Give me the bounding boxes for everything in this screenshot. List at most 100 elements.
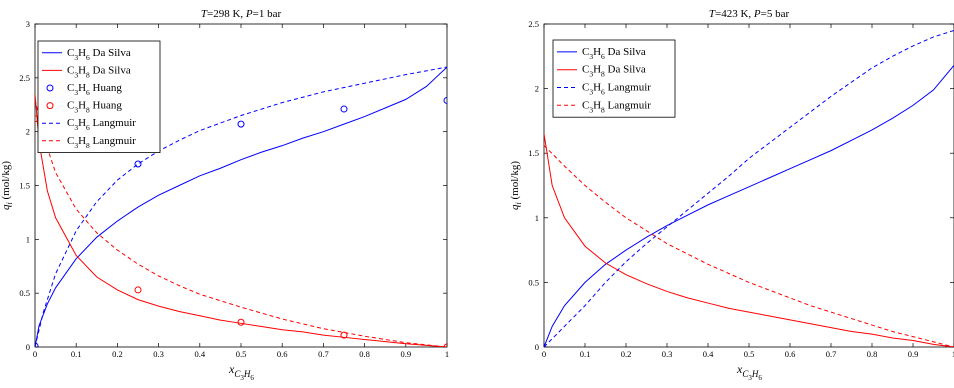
x-tick-label: 0.6 [277,349,288,359]
title-part: =423 K, [715,8,754,20]
y-tick-label: 1.5 [19,181,30,191]
title-part: =5 bar [761,8,790,20]
x-tick-label: 0.2 [621,349,632,359]
legend-sub: 3 [589,105,593,114]
x-tick-label: 0.5 [236,349,247,359]
x-axis-label: xC3H6 [736,362,762,382]
legend-box [552,39,676,118]
y-tick-label: 2 [535,84,539,94]
legend-c: C [582,82,589,94]
legend-sub: 3 [589,88,593,97]
legend-entry: C3H8 Langmuir [582,99,651,114]
y-tick-label: 1.5 [528,148,539,158]
legend-entry: C3H6 Da Silva [67,47,131,62]
series-c3h8-langmuir-line [544,145,954,347]
legend-sub: 6 [601,88,605,97]
y-tick-label: 0 [535,342,539,352]
legend-sub: 8 [601,70,605,79]
series-c3h6-da-silva-line [544,65,954,347]
legend-sub: 3 [74,53,78,62]
legend-sub: 3 [74,70,78,79]
y-tick-label: 2.5 [528,19,539,29]
legend-sub: 3 [589,70,593,79]
series-c3h6-huang-point [443,96,447,104]
legend-sub: 3 [74,141,78,150]
legend-h: H [593,82,601,94]
y-axis-label: qi (mol/kg) [0,161,14,210]
ylabel-unit: (mol/kg) [0,161,12,203]
legend-sub: 8 [601,105,605,114]
legend-sub: 3 [74,123,78,132]
legend-h: H [78,117,86,129]
legend-sub: 8 [86,70,90,79]
legend-method: Huang [90,100,123,112]
legend-method: Langmuir [605,99,651,111]
series-c3h8-huang-point [237,318,245,326]
y-tick-label: 1 [26,234,30,244]
legend-sub: 3 [589,52,593,61]
x-tick-label: 0.4 [703,349,714,359]
xlabel-sub-h: H [751,369,759,379]
xlabel-sub-6: 6 [758,374,762,382]
legend-h: H [78,135,86,147]
legend-c: C [67,47,74,59]
series-c3h8-da-silva-line [35,93,447,347]
y-tick-label: 0 [26,342,30,352]
legend-method: Da Silva [90,47,131,59]
series-c3h6-huang-point [35,342,39,347]
ylabel-q: q [509,204,521,210]
legend-box [37,40,161,153]
chart-title: T=423 K, P=5 bar [709,8,790,20]
y-tick-label: 2.5 [19,73,30,83]
xlabel-sub-3: 3 [240,374,244,382]
legend-method: Da Silva [90,64,131,76]
xlabel-sub-3: 3 [748,374,752,382]
legend-c: C [67,82,74,94]
ylabel-unit: (mol/kg) [509,161,521,203]
series-c3h8-huang-point [340,331,348,339]
title-part: P [245,8,253,20]
y-tick-label: 0.5 [528,277,539,287]
legend-marker [46,84,54,92]
series-c3h6-da-silva-line [35,66,447,347]
y-tick-label: 3 [26,19,30,29]
x-tick-label: 0.8 [867,349,878,359]
legend-sub: 6 [86,53,90,62]
series-c3h8-huang-point [134,286,142,294]
x-tick-label: 0.6 [785,349,796,359]
legend-method: Huang [90,82,123,94]
x-tick-label: 0.1 [580,349,591,359]
legend-sub: 6 [86,123,90,132]
y-axis-label: qi (mol/kg) [509,161,523,210]
ylabel-sub-i: i [514,202,523,204]
x-tick-label: 0.2 [112,349,123,359]
y-tick-label: 1 [535,213,539,223]
xlabel-x: x [228,362,235,376]
x-axis-label: xC3H6 [228,362,254,382]
series-c3h6-huang-point [340,105,348,113]
series-group [35,66,447,347]
legend-entry: C3H8 Da Silva [582,64,646,79]
x-tick-label: 0.9 [400,349,411,359]
series-c3h6-langmuir-line [35,66,447,347]
legend-sub: 6 [86,88,90,97]
x-tick-label: 0.7 [318,349,329,359]
series-group [544,29,954,347]
series-c3h6-huang-point [134,160,142,168]
title-part: T [709,8,716,20]
legend-entry: C3H8 Da Silva [67,64,131,79]
legend-h: H [593,64,601,76]
chart-panel-2: T=423 K, P=5 bar 0 0.1 0.2 0.3 0.4 0.5 0.6 0.7 0.… [509,8,954,382]
legend-method: Langmuir [90,135,136,147]
x-tick-label: 0.3 [153,349,164,359]
x-tick-label: 0.7 [826,349,837,359]
legend-h: H [593,46,601,58]
legend-h: H [78,100,86,112]
title-part: =298 K, [207,8,246,20]
legend-entry: C3H8 Huang [67,100,122,115]
legend-h: H [593,99,601,111]
xlabel-sub-6: 6 [250,374,254,382]
series-c3h6-langmuir-line [544,29,954,347]
